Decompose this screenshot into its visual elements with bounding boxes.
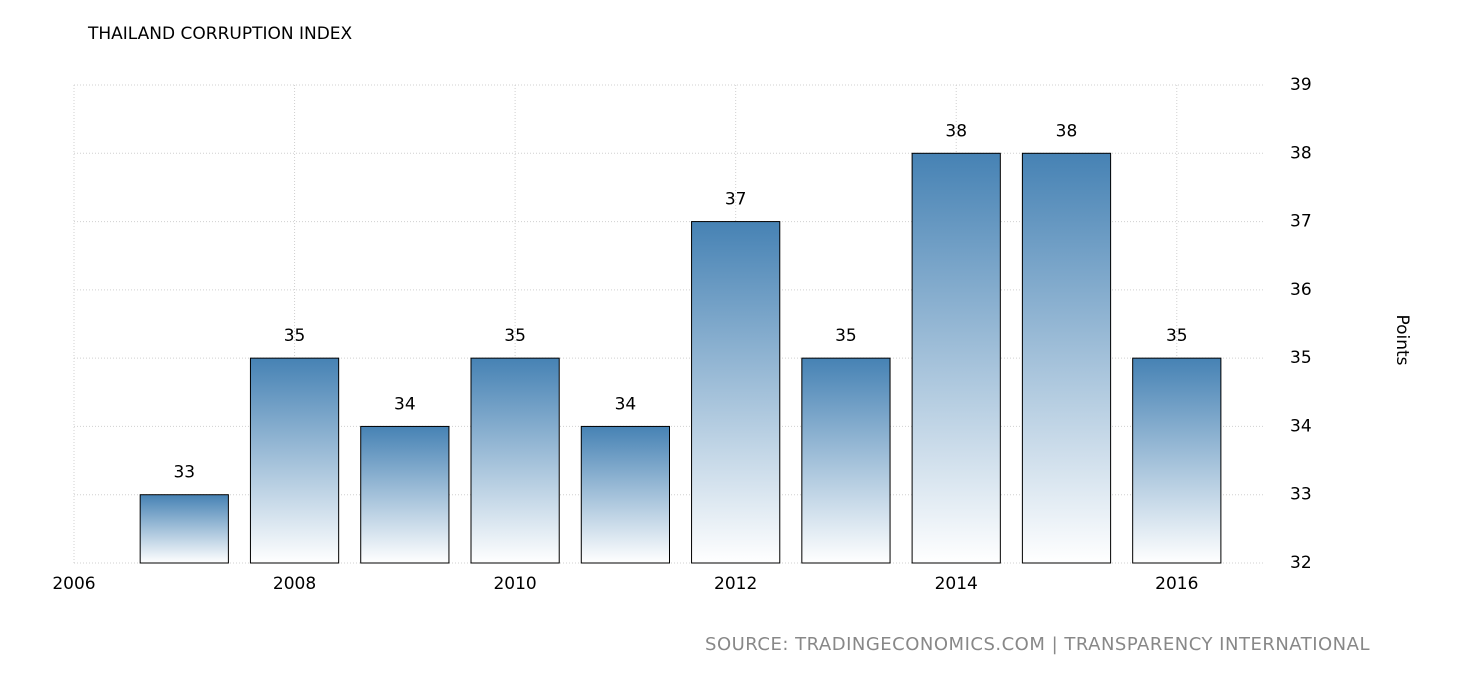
y-tick-label: 39	[1290, 75, 1312, 95]
value-label: 35	[835, 326, 857, 346]
x-tick-label: 2008	[273, 574, 316, 594]
bar	[691, 221, 781, 564]
bar	[360, 425, 450, 564]
x-tick-label: 2006	[52, 574, 95, 594]
value-label: 38	[1056, 121, 1078, 141]
bar	[911, 152, 1001, 564]
value-label: 33	[173, 463, 195, 483]
value-label: 37	[725, 190, 747, 210]
y-tick-label: 37	[1290, 212, 1312, 232]
source-note: SOURCE: TRADINGECONOMICS.COM | TRANSPARE…	[705, 634, 1370, 655]
y-tick-label: 36	[1290, 280, 1312, 300]
bar	[139, 494, 229, 564]
value-label: 34	[394, 394, 416, 414]
value-label: 35	[504, 326, 526, 346]
y-tick-label: 35	[1290, 348, 1312, 368]
bar	[1021, 152, 1112, 564]
bar	[1132, 357, 1222, 564]
x-tick-label: 2014	[935, 574, 978, 594]
y-tick-label: 32	[1290, 553, 1312, 573]
bar	[580, 425, 670, 564]
value-label: 38	[945, 121, 967, 141]
y-tick-label: 38	[1290, 143, 1312, 163]
value-label: 34	[615, 394, 637, 414]
y-axis-label: Points	[1392, 314, 1412, 365]
bar	[249, 357, 340, 564]
x-tick-label: 2010	[493, 574, 536, 594]
x-tick-label: 2012	[714, 574, 757, 594]
y-tick-label: 34	[1290, 416, 1312, 436]
x-tick-label: 2016	[1155, 574, 1198, 594]
value-label: 35	[284, 326, 306, 346]
chart-title: THAILAND CORRUPTION INDEX	[87, 24, 353, 44]
bar	[470, 357, 560, 564]
bar	[801, 357, 891, 564]
y-tick-label: 33	[1290, 485, 1312, 505]
value-label: 35	[1166, 326, 1188, 346]
